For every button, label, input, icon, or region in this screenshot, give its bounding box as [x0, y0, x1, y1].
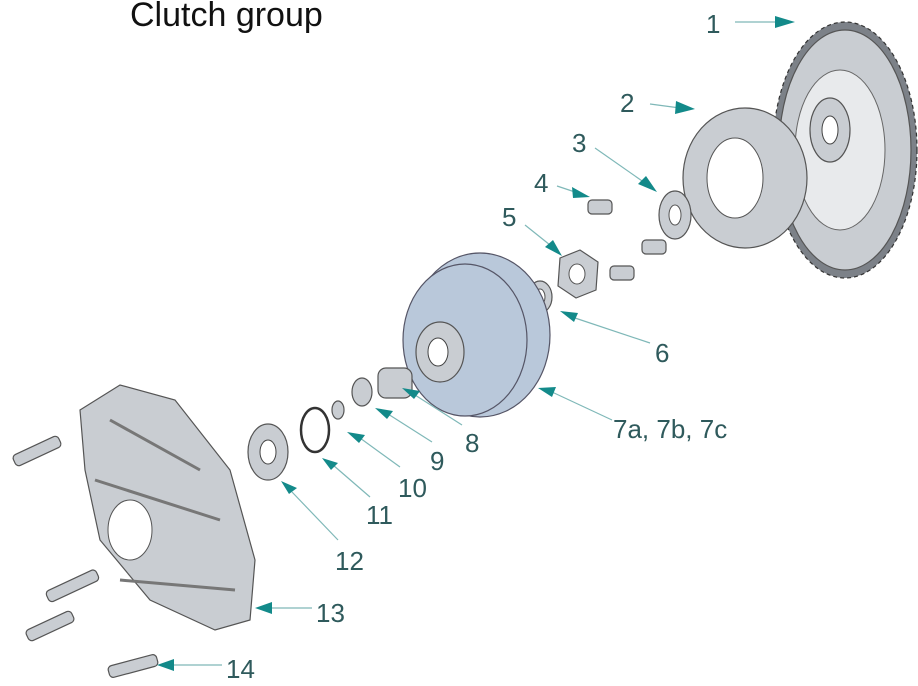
needle-bearing: [377, 367, 413, 399]
clutch-drum: [402, 252, 551, 418]
nut-hole: [568, 263, 586, 285]
washer-hole: [668, 204, 682, 226]
gear: [772, 21, 918, 279]
part-label: 3: [572, 128, 586, 158]
leader-lines: [157, 16, 795, 671]
part-label: 1: [706, 9, 720, 39]
part-label: 6: [655, 338, 669, 368]
part-label: 9: [430, 446, 444, 476]
part-label: 4: [534, 168, 548, 198]
part-label: 12: [335, 546, 364, 576]
part-label: 8: [465, 428, 479, 458]
part-label: 7a, 7b, 7c: [613, 414, 727, 444]
part-label: 14: [226, 654, 255, 684]
title: Clutch group: [130, 0, 323, 34]
small-bolts: [587, 199, 667, 281]
washer-10: [331, 400, 345, 420]
part-label: 10: [398, 473, 427, 503]
part-label: 13: [316, 598, 345, 628]
housing: [79, 384, 256, 631]
part-labels: 1 2 3 4 5 6 7a, 7b, 7c 8 9 10 11 12 13 1…: [226, 9, 727, 684]
part-label: 11: [366, 500, 393, 530]
part-label: 5: [502, 202, 516, 232]
ball-bearing-hole: [259, 439, 277, 465]
part-label: 2: [620, 88, 634, 118]
clutch-shoes: [682, 107, 808, 249]
circlip: [299, 406, 331, 454]
washer-9: [351, 377, 373, 407]
long-bolts: [12, 435, 159, 678]
